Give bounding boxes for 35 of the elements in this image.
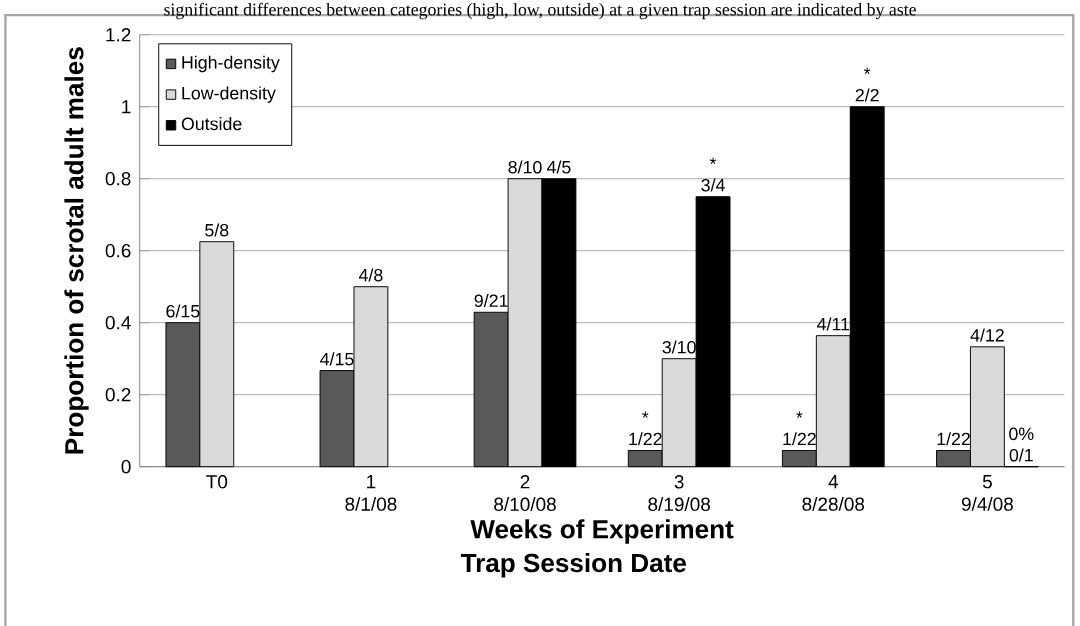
x-tick-label: 3 8/19/08 (648, 475, 710, 512)
x-tick-label: 1 8/1/08 (345, 475, 397, 511)
y-tick-label: 0.4 (105, 315, 131, 330)
y-tick-label: 0.2 (105, 387, 131, 402)
y-tick-label: 0 (121, 459, 131, 474)
data-label: 4/12 (970, 328, 1004, 342)
data-label: 1/22 (937, 432, 970, 446)
x-tick-label: T0 (206, 475, 228, 489)
legend-label: High-density (182, 55, 280, 73)
data-label: 8/10 (508, 160, 542, 174)
x-tick-label: 5 9/4/08 (961, 475, 1013, 511)
x-tick-label: 2 8/10/08 (494, 475, 556, 512)
data-label: 3/10 (662, 340, 696, 354)
text: significant differences between categories (high, low, outside) at a given trap session are indicated by aste (164, 2, 916, 20)
data-label: * 1/22 (783, 411, 816, 446)
data-label: * 2/2 (855, 67, 879, 102)
y-tick-label: 1.2 (106, 28, 131, 42)
y-tick-label: 0.6 (105, 243, 131, 258)
text: Trap Session Date (460, 553, 686, 578)
legend-label: Low-density (182, 86, 276, 103)
data-label: 9/21 (474, 293, 508, 308)
data-label: 4/15 (320, 352, 354, 366)
y-axis-title: Proportion of scrotal adult males (64, 47, 89, 454)
y-tick-label: 1 (122, 100, 131, 114)
data-label: 5/8 (205, 223, 229, 237)
data-label: * 3/4 (701, 157, 725, 192)
x-tick-label: 4 8/28/08 (802, 475, 865, 511)
data-label: * 1/22 (629, 411, 662, 446)
data-label: 4/8 (358, 268, 383, 282)
data-label: 0% 0/1 (1009, 427, 1034, 462)
legend-label: Outside (181, 117, 242, 131)
x-axis-title: Weeks of Experiment (470, 519, 734, 544)
y-tick-label: 0.8 (105, 171, 131, 186)
data-label: 4/11 (817, 317, 850, 331)
data-label: 4/5 (546, 160, 571, 174)
